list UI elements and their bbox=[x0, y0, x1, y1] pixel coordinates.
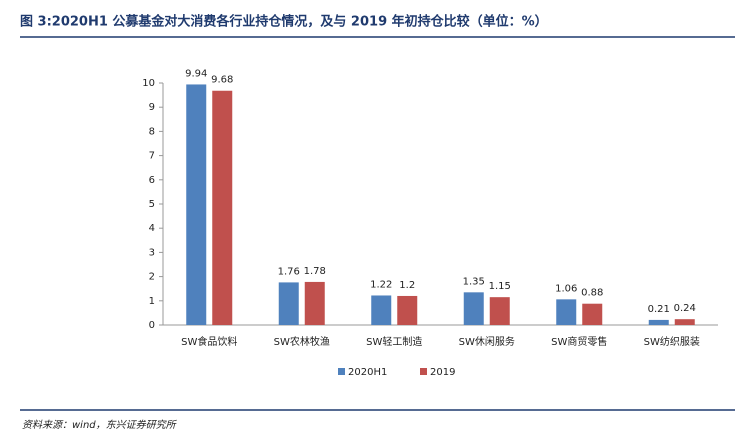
y-tick-label: 1 bbox=[149, 296, 155, 307]
y-tick-label: 4 bbox=[149, 223, 155, 234]
bar bbox=[556, 299, 577, 325]
bar bbox=[371, 295, 392, 325]
value-label: 1.76 bbox=[278, 266, 300, 277]
y-tick-label: 10 bbox=[142, 78, 155, 89]
value-label: 9.68 bbox=[211, 75, 233, 86]
bar bbox=[674, 319, 695, 325]
y-tick-label: 5 bbox=[149, 199, 155, 210]
bar bbox=[397, 295, 418, 325]
value-label: 0.88 bbox=[581, 288, 603, 299]
legend-swatch bbox=[338, 368, 345, 375]
y-tick-label: 0 bbox=[149, 320, 155, 331]
y-tick-label: 6 bbox=[149, 175, 155, 186]
legend-label: 2019 bbox=[430, 367, 455, 378]
bar bbox=[186, 84, 207, 326]
bar bbox=[304, 281, 325, 325]
value-label: 1.15 bbox=[489, 281, 511, 292]
x-tick-label: SW农林牧渔 bbox=[274, 335, 330, 348]
x-tick-label: SW纺织服装 bbox=[644, 335, 700, 348]
value-label: 1.35 bbox=[463, 276, 485, 287]
bar bbox=[463, 292, 484, 325]
value-label: 0.24 bbox=[674, 303, 696, 314]
value-label: 1.06 bbox=[555, 283, 577, 294]
x-tick-label: SW食品饮料 bbox=[181, 335, 237, 348]
value-label: 0.21 bbox=[648, 304, 670, 315]
legend-label: 2020H1 bbox=[348, 367, 387, 378]
bar bbox=[648, 319, 669, 325]
bar bbox=[582, 303, 603, 325]
y-tick-label: 7 bbox=[149, 151, 155, 162]
x-tick-label: SW轻工制造 bbox=[366, 335, 422, 348]
x-tick-label: SW商贸零售 bbox=[551, 335, 607, 348]
y-tick-label: 8 bbox=[149, 126, 155, 137]
bar bbox=[212, 90, 233, 325]
legend-swatch bbox=[420, 368, 427, 375]
bar bbox=[278, 282, 299, 325]
chart-title: 图 3:2020H1 公募基金对大消费各行业持仓情况，及与 2019 年初持仓比… bbox=[20, 14, 548, 30]
bar bbox=[489, 297, 510, 325]
y-tick-label: 3 bbox=[149, 247, 155, 258]
value-label: 1.2 bbox=[399, 280, 415, 291]
x-tick-label: SW休闲服务 bbox=[459, 335, 515, 348]
source: 资料来源：wind，东兴证券研究所 bbox=[22, 419, 178, 431]
y-tick-label: 9 bbox=[149, 102, 155, 113]
value-label: 1.78 bbox=[304, 266, 326, 277]
value-label: 1.22 bbox=[370, 279, 392, 290]
y-tick-label: 2 bbox=[149, 272, 155, 283]
value-label: 9.94 bbox=[185, 68, 207, 79]
